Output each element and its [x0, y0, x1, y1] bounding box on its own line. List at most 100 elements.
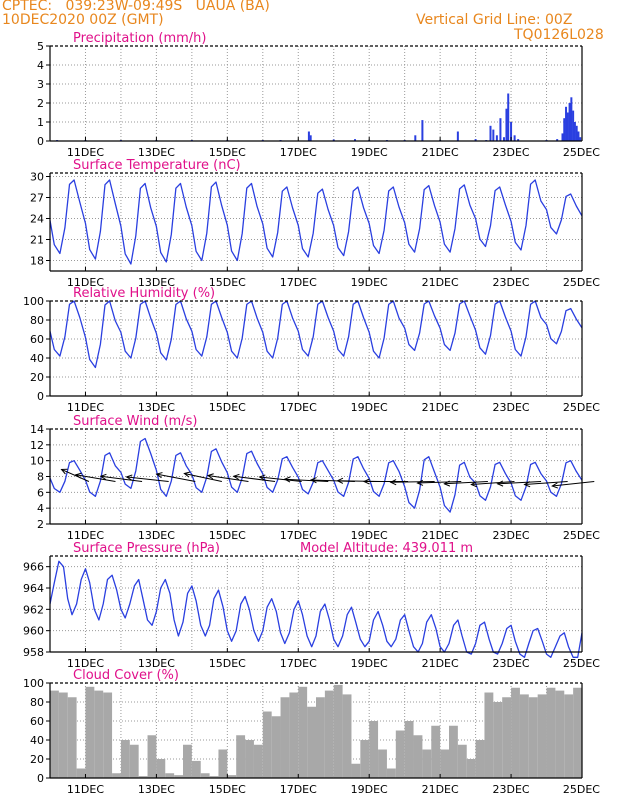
wind-arrow	[362, 478, 409, 485]
wind-arrow	[183, 471, 222, 482]
y-tick-label: 18	[30, 255, 44, 268]
cloud-bar	[94, 690, 104, 778]
cloud-bar	[50, 690, 59, 778]
wind-arrow	[416, 479, 462, 486]
y-tick-label: 40	[30, 352, 44, 365]
cloud-bar	[493, 702, 503, 778]
x-tick-label: 15DEC	[209, 401, 246, 414]
cloud-bar	[174, 775, 183, 778]
humidity-title: Relative Humidity (%)	[73, 286, 215, 301]
wind-arrow	[125, 474, 169, 482]
y-tick-label: 14	[30, 423, 44, 436]
cloud-bar	[502, 697, 512, 778]
cloud-bar	[537, 694, 547, 778]
y-tick-label: 100	[23, 295, 44, 308]
cloud-bar	[245, 740, 254, 778]
cloud-bar	[431, 725, 441, 778]
precip-bar	[568, 103, 571, 141]
x-tick-label: 25DEC	[563, 529, 600, 542]
cloud-bar	[413, 735, 423, 778]
y-tick-label: 24	[30, 213, 44, 226]
precip-bar	[577, 131, 580, 141]
x-tick-label: 21DEC	[422, 276, 459, 289]
precip-bar	[489, 125, 492, 141]
cloud-bar	[528, 697, 538, 778]
y-tick-label: 964	[23, 582, 44, 595]
x-tick-label: 21DEC	[422, 529, 459, 542]
cloud-bar	[112, 773, 121, 778]
model-altitude: Model Altitude: 439.011 m	[300, 541, 473, 556]
humidity-line	[49, 300, 583, 369]
y-tick-label: 0	[37, 772, 44, 785]
cloud-bar	[484, 692, 494, 778]
cloud-bar	[253, 744, 263, 778]
x-tick-label: 23DEC	[493, 146, 530, 159]
y-tick-label: 20	[30, 371, 44, 384]
y-tick-label: 4	[37, 502, 44, 515]
x-tick-label: 25DEC	[563, 276, 600, 289]
y-tick-label: 2	[37, 97, 44, 110]
y-tick-label: 6	[37, 486, 44, 499]
wind-arrow	[60, 468, 90, 482]
cloud-bar	[369, 721, 379, 778]
cloud-bar	[85, 686, 95, 778]
y-tick-label: 21	[30, 234, 44, 247]
run-date: 10DEC2020 00Z (GMT)	[2, 12, 164, 28]
x-tick-label: 19DEC	[351, 276, 388, 289]
precip-bar	[507, 93, 510, 141]
y-tick-label: 12	[30, 439, 44, 452]
precipitation-panel: 0 1 2 3 4 5 11DEC 13DEC 15DEC 17DEC 19DEC 21DEC 23DE…	[37, 31, 600, 159]
cloud-bar	[324, 690, 334, 778]
y-tick-label: 30	[30, 171, 44, 184]
cloud-bar	[395, 730, 405, 778]
x-tick-label: 21DEC	[422, 783, 459, 796]
x-tick-label: 19DEC	[351, 657, 388, 670]
y-tick-label: 0	[37, 390, 44, 403]
x-tick-label: 17DEC	[280, 276, 317, 289]
x-tick-label: 23DEC	[493, 783, 530, 796]
x-tick-label: 15DEC	[209, 783, 246, 796]
humidity-panel: 0 20 40 60 80 100 11DEC 13DEC 15DEC 17DEC 19DEC 21D…	[23, 286, 600, 414]
x-tick-label: 15DEC	[209, 146, 246, 159]
cloud-bar	[183, 744, 192, 778]
x-tick-label: 13DEC	[138, 783, 175, 796]
precip-bar	[495, 135, 498, 141]
wind-arrow	[443, 480, 488, 487]
cloud-bar	[564, 694, 574, 778]
precip-bar	[492, 129, 495, 141]
wind-arrow	[206, 473, 249, 482]
cloud-bar	[422, 749, 432, 778]
cloud-bar	[386, 768, 396, 778]
y-tick-label: 60	[30, 333, 44, 346]
cloud-bar	[573, 687, 582, 778]
wind-arrow	[470, 481, 515, 488]
x-tick-label: 19DEC	[351, 401, 388, 414]
x-tick-label: 15DEC	[209, 657, 246, 670]
wind-arrow	[155, 472, 196, 482]
wind-line	[49, 437, 583, 513]
cloud-bar	[67, 697, 77, 778]
cloud-bar	[129, 744, 139, 778]
precip-bar	[579, 137, 582, 141]
y-tick-label: 4	[37, 59, 44, 72]
wind-arrow	[283, 476, 329, 483]
y-tick-label: 80	[30, 314, 44, 327]
cloud-bar	[236, 735, 246, 778]
cloud-bar	[351, 763, 361, 778]
x-tick-label: 17DEC	[280, 657, 317, 670]
y-tick-label: 20	[30, 753, 44, 766]
station-header: CPTEC: 039:23W-09:49S UAUA (BA)	[2, 0, 270, 14]
cloud-bar	[519, 694, 529, 778]
precip-bar	[573, 122, 576, 141]
y-tick-label: 100	[23, 677, 44, 690]
x-tick-label: 19DEC	[351, 146, 388, 159]
wind-arrow	[232, 473, 276, 482]
precip-bar	[510, 122, 513, 141]
x-tick-label: 23DEC	[493, 657, 530, 670]
cloud-cover-title: Cloud Cover (%)	[73, 668, 179, 683]
temperature-panel: 18 21 24 27 30 11DEC 13DEC 15DEC 17DEC 19DEC 21DEC…	[30, 158, 600, 289]
cloud-bar	[138, 776, 148, 778]
x-tick-label: 25DEC	[563, 783, 600, 796]
precip-bar	[570, 97, 573, 141]
cloud-bar	[546, 687, 556, 778]
